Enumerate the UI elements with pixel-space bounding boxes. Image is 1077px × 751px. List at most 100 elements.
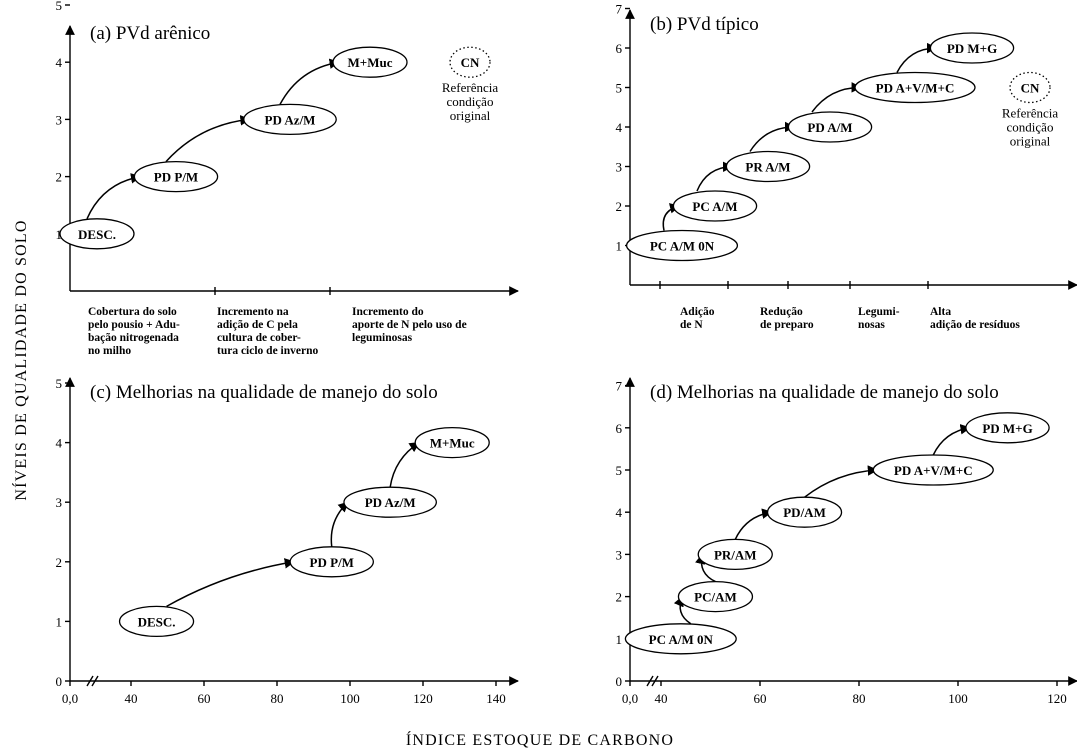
panel-a-arrow xyxy=(86,173,142,220)
panel-b-x-category: de N xyxy=(680,319,703,331)
panel-c-title: (c) Melhorias na qualidade de manejo do … xyxy=(90,382,438,403)
panel-c-point-label: M+Muc xyxy=(430,436,475,451)
panel-a-reference-label: CN xyxy=(461,55,480,70)
panel-a-chart: 1 2 3 4 5 (a) PVd arênico DESC. PD P/M PD Az/M M+… xyxy=(56,0,519,357)
panel-a-point-ellipse xyxy=(133,160,219,193)
panel-c-x-tick-label: 140 xyxy=(486,691,506,706)
panel-d-arrow xyxy=(932,424,971,456)
panel-b-arrow xyxy=(896,42,938,73)
panel-a-x-category: Incremento na xyxy=(217,306,289,318)
panel-a-y-tick-label: 2 xyxy=(56,170,63,185)
panel-d-point-label: PR/AM xyxy=(714,547,757,562)
panel-b-y-tick-label: 6 xyxy=(616,41,623,56)
panel-b-reference-note: Referência xyxy=(1002,106,1059,121)
panel-c-point-ellipse xyxy=(343,486,437,518)
panel-b-x-category: nosas xyxy=(858,319,885,331)
panel-b-point-ellipse xyxy=(672,190,758,222)
panel-b-point-label: PR A/M xyxy=(745,160,790,175)
panel-b-y-tick-label: 3 xyxy=(616,160,623,175)
panel-b-point-ellipse xyxy=(725,150,811,183)
panel-c-point-label: PD Az/M xyxy=(365,495,416,510)
panel-b-point-label: PC A/M xyxy=(692,199,737,214)
panel-a-point-label: M+Muc xyxy=(348,55,393,70)
panel-a-x-category: tura ciclo de inverno xyxy=(217,345,318,357)
panel-d-y-tick-label: 4 xyxy=(616,505,623,520)
panel-b-point-ellipse xyxy=(787,111,873,143)
panel-c-axis-break xyxy=(91,675,99,687)
y-axis-label: NÍVEIS DE QUALIDADE DO SOLO xyxy=(11,219,30,500)
panel-b-x-category: Adição xyxy=(680,306,715,318)
panel-d-x-tick-label: 0,0 xyxy=(622,691,638,706)
panel-c-point-ellipse xyxy=(289,546,374,578)
panel-d-x-tick-label: 80 xyxy=(853,691,866,706)
panel-c-point-ellipse xyxy=(414,426,490,459)
panel-a-reference-ellipse xyxy=(449,46,491,78)
panel-a-reference-note: condição xyxy=(447,94,494,109)
panel-d-point-label: PC/AM xyxy=(694,590,737,605)
panel-d-y-tick-label: 7 xyxy=(616,379,623,394)
panel-d-y-tick-label: 0 xyxy=(616,674,623,689)
panel-b-title: (b) PVd típico xyxy=(650,14,759,35)
panel-c-point-label: DESC. xyxy=(138,614,176,629)
panel-a-x-category: pelo pousio + Adu- xyxy=(88,319,180,331)
panel-a-x-category: no milho xyxy=(88,345,131,357)
panel-a-x-category: Incremento do xyxy=(352,306,424,318)
panel-d-title: (d) Melhorias na qualidade de manejo do … xyxy=(650,382,999,403)
panel-c-y-tick-label: 4 xyxy=(56,436,63,451)
panel-a-point-label: PD P/M xyxy=(154,170,198,185)
panel-a-x-category: bação nitrogenada xyxy=(88,332,179,344)
panel-b-arrow xyxy=(749,121,796,152)
panel-b-point-ellipse xyxy=(929,32,1015,64)
panel-d-point-label: PD/AM xyxy=(783,505,826,520)
panel-b-reference-note: condição xyxy=(1007,120,1054,135)
panel-a-y-tick-label: 1 xyxy=(56,227,63,242)
panel-c-arrow xyxy=(389,441,421,488)
panel-c-x-tick-label: 60 xyxy=(198,691,211,706)
panel-a-arrow xyxy=(279,58,341,105)
panel-b-chart: 1 2 3 4 5 6 7 (b) PVd típico PC A/M 0N PC A/M PR A… xyxy=(616,2,1077,331)
panel-d-point-ellipse xyxy=(872,454,994,486)
panel-b-point-label: PC A/M 0N xyxy=(650,239,715,254)
panel-d-axis-break xyxy=(651,675,659,687)
panel-d-point-label: PC A/M 0N xyxy=(649,632,714,647)
panel-c-point-ellipse xyxy=(118,605,195,638)
panel-c-x-tick-label: 0,0 xyxy=(62,691,78,706)
panel-b-y-tick-label: 7 xyxy=(616,2,623,17)
panel-a-title: (a) PVd arênico xyxy=(90,23,210,44)
panel-d-x-tick-label: 100 xyxy=(948,691,968,706)
panel-a-point-label: DESC. xyxy=(78,227,116,242)
panel-d-y-tick-label: 3 xyxy=(616,547,623,562)
panel-b-x-category: de preparo xyxy=(760,319,814,331)
panel-a-point-ellipse xyxy=(243,103,337,136)
panel-c-arrow xyxy=(330,501,349,547)
panel-b-y-tick-label: 4 xyxy=(616,120,623,135)
panel-d-point-ellipse xyxy=(697,538,773,571)
panel-d-chart: 0 1 2 3 4 5 6 7 (d) Melhorias na qualidade de ma… xyxy=(616,377,1077,706)
panel-a-reference-note: Referência xyxy=(442,80,499,95)
panel-b-x-category: Alta xyxy=(930,306,951,318)
panel-c-chart: 0 1 2 3 4 5 (c) Melhorias na qualidade de mane… xyxy=(56,376,519,706)
panel-a-point-ellipse xyxy=(332,46,408,78)
panel-b-y-tick-label: 5 xyxy=(616,81,623,96)
panel-b-x-category: adição de resíduos xyxy=(930,319,1020,331)
x-axis-label: ÍNDICE ESTOQUE DE CARBONO xyxy=(406,730,674,749)
panel-b-y-tick-label: 1 xyxy=(616,239,623,254)
panel-a-point-ellipse xyxy=(59,218,135,250)
panel-a-x-category: cultura de cober- xyxy=(217,332,301,344)
panel-a-x-category: aporte de N pelo uso de xyxy=(352,319,467,331)
panel-a-y-tick-label: 5 xyxy=(56,0,63,13)
panel-d-axis-break xyxy=(646,675,654,687)
panel-c-axis-break xyxy=(86,675,94,687)
panel-b-reference-ellipse xyxy=(1009,71,1051,104)
panel-b-point-label: PD A/M xyxy=(807,120,852,135)
panel-c-x-tick-label: 100 xyxy=(340,691,360,706)
panel-b-reference-note: original xyxy=(1010,134,1051,149)
panel-d-x-tick-label: 40 xyxy=(655,691,668,706)
panel-b-x-category: Legumi- xyxy=(858,306,900,318)
panel-a-point-label: PD Az/M xyxy=(265,112,316,127)
panel-a-y-tick-label: 4 xyxy=(56,55,63,70)
panel-c-x-tick-label: 80 xyxy=(271,691,284,706)
panel-d-arrow xyxy=(734,508,773,540)
panel-d-x-tick-label: 120 xyxy=(1047,691,1067,706)
